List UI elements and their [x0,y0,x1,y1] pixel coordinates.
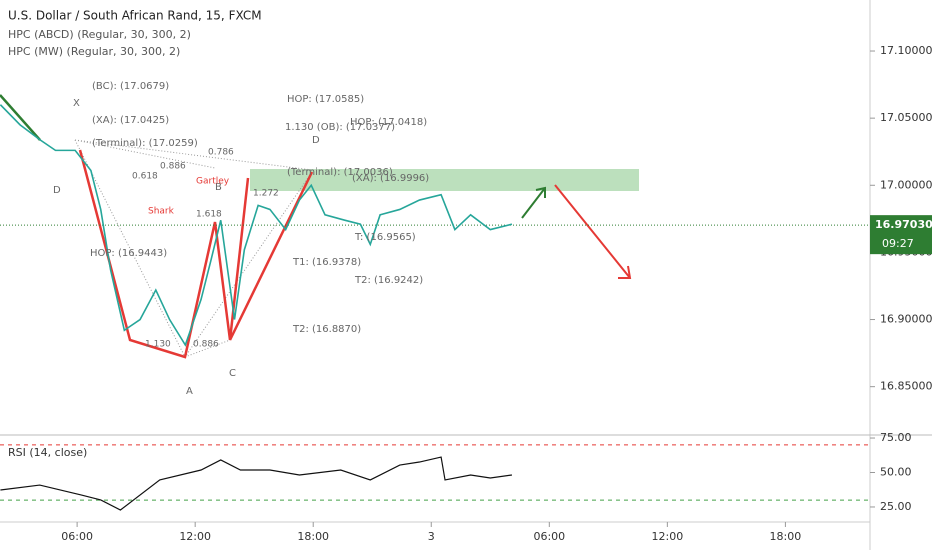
trend-line [0,94,41,141]
x-tick-label: 18:00 [297,530,329,543]
y-tick-label: 17.10000 [880,44,932,57]
annotation: Gartley [196,177,230,187]
down-arrow [554,184,632,279]
indicator-label: HPC (ABCD) (Regular, 30, 300, 2) [8,28,191,41]
annotation: 0.886 [193,340,219,350]
annotation: B [215,182,222,193]
annotation: 1.130 [145,340,171,350]
x-tick-label: 3 [428,530,435,543]
annotation: 1.130 (OB): (17.0377) [285,122,395,133]
annotation: T2: (16.8870) [292,324,361,335]
annotation: D [53,185,61,196]
countdown-label: 09:27 [882,237,914,250]
y-tick-label: 16.90000 [880,313,932,326]
annotation: Shark [148,207,175,217]
x-tick-label: 06:00 [533,530,565,543]
annotation: (XA): (17.0425) [92,115,169,126]
price-line [0,104,513,347]
annotation: 1.618 [196,210,222,220]
annotation: 0.618 [132,172,158,182]
annotation: 1.272 [253,189,279,199]
annotation: (Terminal): (17.0036) [287,167,393,178]
annotation: D [312,135,320,146]
y-tick-label: 75.00 [880,431,912,444]
last-price-label: 16.97030 [875,218,932,231]
chart-title: U.S. Dollar / South African Rand, 15, FX… [8,9,262,23]
rsi-title: RSI (14, close) [8,446,87,459]
annotation: (Terminal): (17.0259) [92,138,198,149]
annotation: T2: (16.9242) [354,275,423,286]
x-tick-label: 06:00 [61,530,93,543]
x-tick-label: 18:00 [770,530,802,543]
y-tick-label: 17.00000 [880,178,932,191]
annotation: T: (16.9565) [354,232,416,243]
y-tick-label: 50.00 [880,466,912,479]
up-arrow [521,186,546,219]
annotation: HOP: (17.0585) [287,94,364,105]
annotation: C [229,368,236,379]
annotation: (XA): (16.9996) [352,173,429,184]
annotation: 0.786 [208,148,234,158]
y-tick-label: 25.00 [880,500,912,513]
annotation: (BC): (17.0679) [92,81,169,92]
x-tick-label: 12:00 [179,530,211,543]
y-tick-label: 16.85000 [880,380,932,393]
indicator-label: HPC (MW) (Regular, 30, 300, 2) [8,45,180,58]
price-line [0,456,513,511]
annotation: X [73,98,80,109]
annotation: T1: (16.9378) [292,257,361,268]
annotation: 0.886 [160,162,186,172]
annotation: A [186,386,193,397]
last-price-box [870,215,932,255]
y-tick-label: 17.05000 [880,111,932,124]
target-zone [250,169,639,191]
annotation: HOP: (17.0418) [350,117,427,128]
annotation: HOP: (16.9443) [90,248,167,259]
x-tick-label: 12:00 [652,530,684,543]
